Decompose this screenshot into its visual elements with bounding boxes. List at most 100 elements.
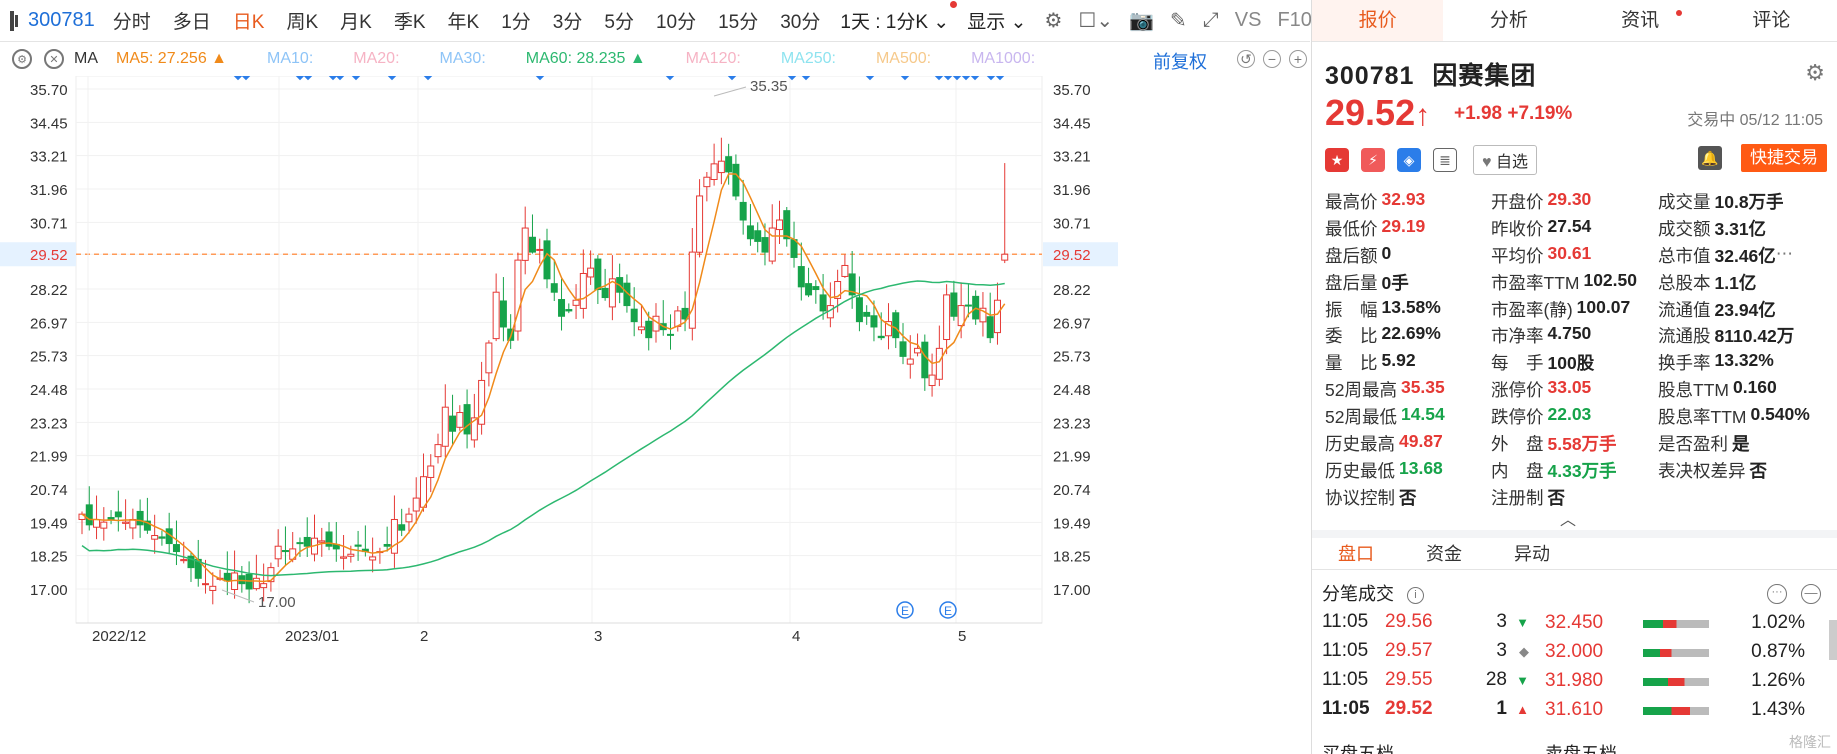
timeframe-tab[interactable]: 多日	[172, 12, 211, 33]
candle-body	[281, 550, 289, 553]
display-dropdown[interactable]: 显示 ⌄	[967, 12, 1027, 33]
zoom-out-icon[interactable]: −	[1263, 50, 1281, 68]
fullscreen-icon[interactable]: ⤢	[1202, 9, 1219, 31]
quote-value: 13.68	[1399, 457, 1443, 478]
event-e-icon[interactable]	[939, 601, 957, 619]
adjust-button[interactable]: 前复权	[1153, 52, 1207, 72]
tick-time: 11:05	[1322, 611, 1369, 632]
order-tab[interactable]: 异动	[1514, 544, 1550, 564]
notes-icon[interactable]: ≣	[1433, 148, 1457, 172]
collapse-icon[interactable]: —	[1801, 584, 1821, 604]
ma-close-icon[interactable]: ✕	[44, 49, 64, 69]
quote-cell: 市盈率(静) 100.07	[1491, 297, 1658, 322]
panel-tab[interactable]: 分析	[1489, 10, 1528, 31]
ma60-line	[81, 280, 1005, 577]
y-tick-left: 18.25	[30, 549, 68, 566]
f10-button[interactable]: F10	[1277, 9, 1312, 31]
interval-dropdown[interactable]: 1天 : 1分K ⌄	[840, 1, 958, 34]
quote-row: 52周最高 35.35 涨停价 33.05 股息TTM 0.160	[1325, 376, 1830, 403]
candle-body	[85, 504, 93, 526]
panel-tab[interactable]: 资讯	[1575, 0, 1706, 41]
timeframe-tab[interactable]: 年K	[447, 12, 480, 33]
event-marker[interactable]	[328, 76, 338, 81]
event-marker[interactable]	[303, 76, 313, 81]
candle-body	[921, 341, 929, 379]
timeframe-tab[interactable]: 10分	[655, 12, 697, 33]
watchlist-button[interactable]: ♥ 自选	[1473, 145, 1537, 175]
quote-value: 13.58%	[1381, 296, 1441, 317]
candle-body	[812, 286, 820, 291]
order-tab[interactable]: 盘口	[1338, 544, 1374, 564]
stock-header: 300781 因赛集团	[1325, 56, 1536, 92]
panel-tab[interactable]: 报价	[1312, 0, 1444, 41]
candle-body	[725, 156, 733, 173]
collapse-chevron-icon[interactable]: ︿	[1560, 512, 1577, 529]
more-icon[interactable]: ···	[1767, 584, 1787, 604]
timeframe-tab[interactable]: 季K	[393, 12, 426, 33]
quote-value: 0	[1381, 242, 1392, 263]
settings-icon[interactable]: ⚙	[1044, 10, 1063, 32]
kline-chart[interactable]: 35.70 35.70 34.45 34.45 33.21 33.21 31.96 31.96…	[0, 76, 1310, 754]
timeframe-tab[interactable]: 日K	[232, 12, 265, 33]
flag-icon[interactable]: ★	[1325, 148, 1349, 172]
candle-body	[993, 299, 1001, 334]
ma-item[interactable]: MA30:	[439, 50, 486, 67]
lightning-icon[interactable]: ⚡	[1361, 148, 1385, 172]
candle-body	[441, 406, 449, 447]
timeframe-tab[interactable]: 30分	[780, 12, 821, 33]
timeframe-tab[interactable]: 5分	[604, 12, 634, 33]
vs-button[interactable]: VS	[1234, 9, 1262, 31]
candle-body	[783, 210, 791, 240]
event-marker[interactable]	[387, 76, 397, 81]
plot-area[interactable]	[75, 76, 1043, 624]
stock-code: 300781	[28, 9, 95, 31]
order-tab[interactable]: 资金	[1426, 544, 1462, 564]
event-marker[interactable]	[335, 76, 345, 81]
quote-value: 8110.42万	[1714, 326, 1795, 347]
alert-bell-icon[interactable]: 🔔	[1698, 146, 1722, 170]
info-icon[interactable]: i	[1407, 586, 1425, 604]
ma-item[interactable]: MA250:	[780, 50, 836, 67]
pencil-icon[interactable]: ✎	[1169, 10, 1187, 32]
quick-trade-button[interactable]: 快捷交易	[1741, 144, 1827, 172]
ma-item[interactable]: MA10:	[267, 50, 314, 67]
candle-body	[681, 307, 689, 320]
candle-body	[623, 282, 631, 307]
panel-settings-icon[interactable]: ⚙	[1805, 60, 1825, 85]
event-marker[interactable]	[351, 76, 361, 81]
more-info-icon[interactable]: ⋯	[1775, 242, 1794, 263]
heart-icon: ♥	[1482, 154, 1492, 171]
scrollbar[interactable]	[1829, 620, 1837, 660]
ma-item[interactable]: MA1000:	[971, 50, 1036, 67]
timeframe-tab[interactable]: 分时	[112, 12, 151, 33]
timeframe-tab[interactable]: 1分	[501, 12, 531, 33]
quote-value: 1.1亿	[1714, 272, 1757, 293]
drawing-box-icon[interactable]: ☐⌄	[1078, 10, 1114, 32]
y-tick-right: 20.74	[1053, 482, 1091, 499]
timeframe-tab[interactable]: 周K	[286, 12, 319, 33]
event-marker[interactable]	[423, 76, 433, 81]
tick-row: 11:05 29.52 1 ▲	[1312, 698, 1537, 727]
ma-settings-icon[interactable]: ⚙	[12, 49, 32, 69]
tag-icon[interactable]: ◈	[1397, 148, 1421, 172]
quote-cell: 历史最高 49.87	[1325, 431, 1491, 456]
ma-item[interactable]: MA20:	[353, 50, 400, 67]
camera-icon[interactable]: 📷	[1129, 10, 1154, 32]
quote-row: 历史最低 13.68 内 盘 4.33万手 表决权差异否	[1325, 457, 1830, 484]
undo-icon[interactable]: ↺	[1237, 50, 1255, 68]
tick-vol: 28	[1485, 669, 1507, 690]
quote-cell: 股息率TTM 0.540%	[1658, 404, 1810, 429]
event-marker[interactable]	[295, 76, 305, 81]
timeframe-tab[interactable]: 15分	[718, 12, 759, 33]
ma-item[interactable]: MA60: 28.235 ▲	[525, 50, 646, 67]
panel-tab[interactable]: 评论	[1752, 10, 1791, 31]
zoom-in-icon[interactable]: +	[1289, 50, 1307, 68]
y-tick-right: 25.73	[1053, 349, 1091, 366]
timeframe-tab[interactable]: 3分	[552, 12, 583, 33]
event-e-icon[interactable]	[896, 601, 914, 619]
ma-item[interactable]: MA5: 27.256 ▲	[116, 50, 228, 67]
ma-item[interactable]: MA120:	[685, 50, 741, 67]
ma-item[interactable]: MA500:	[875, 50, 932, 67]
sidebar-toggle-icon[interactable]	[10, 10, 18, 31]
timeframe-tab[interactable]: 月K	[340, 12, 372, 33]
